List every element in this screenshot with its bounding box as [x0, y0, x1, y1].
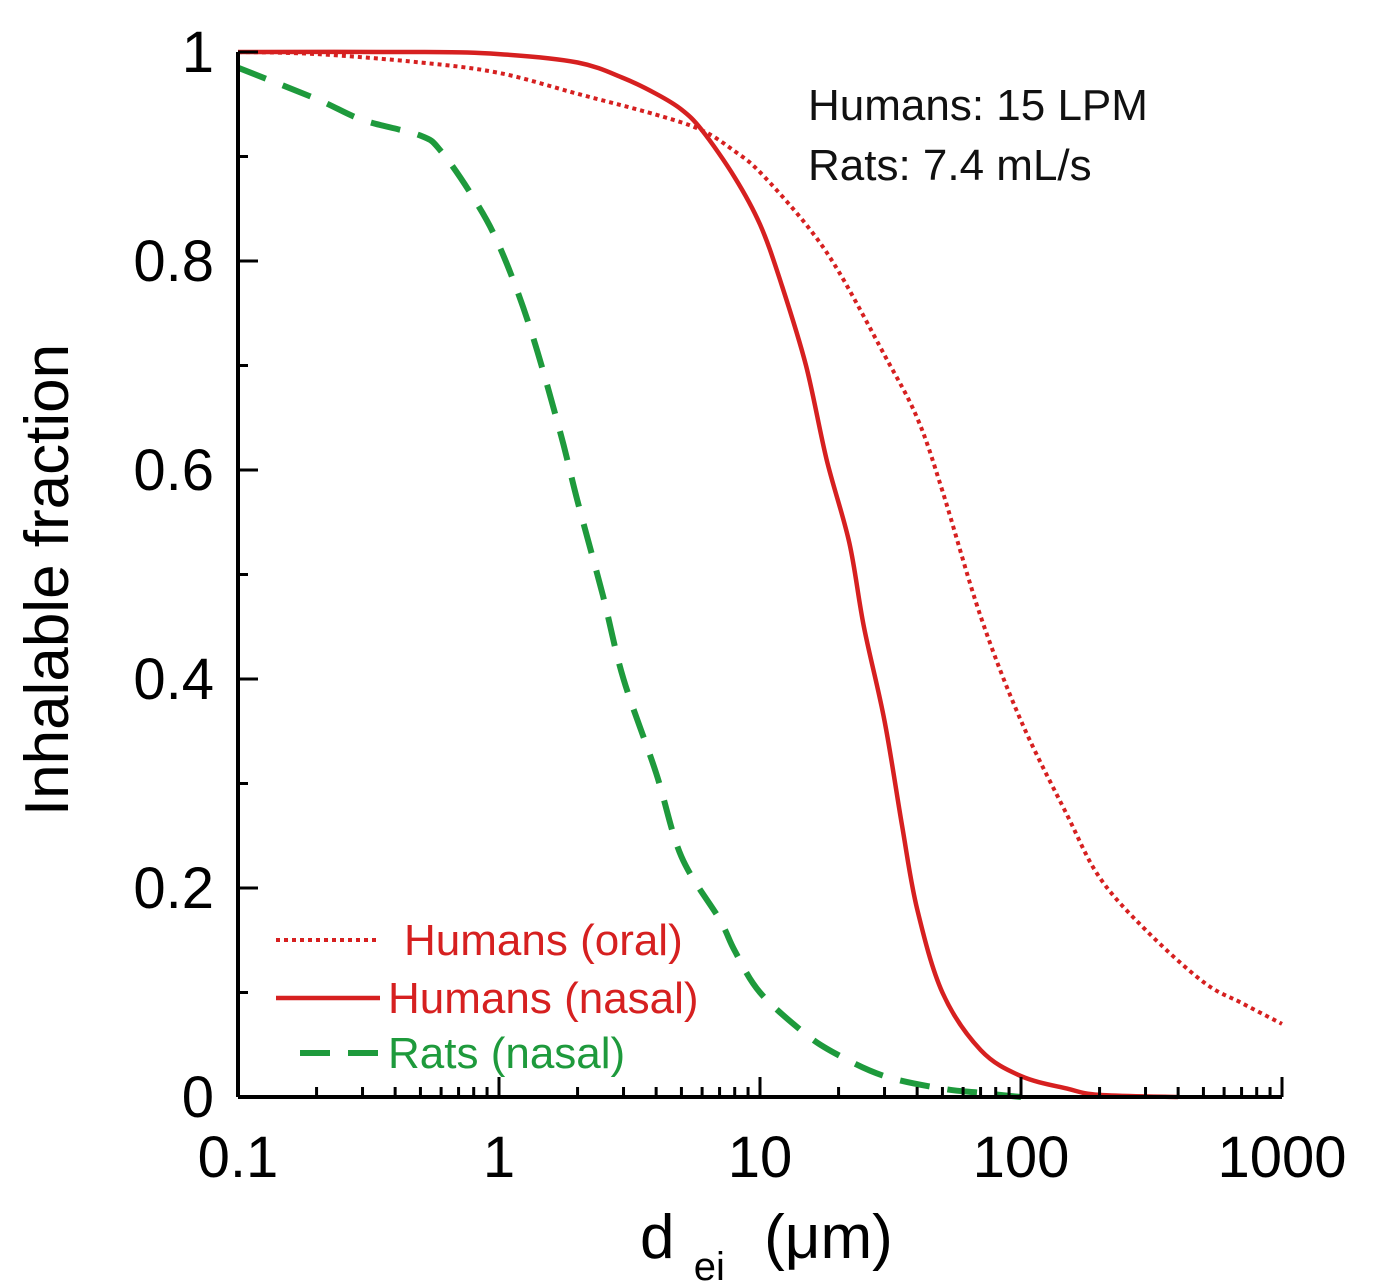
legend-label-rats-nasal: Rats (nasal) — [388, 1029, 625, 1078]
x-axis-title-main: d — [640, 1203, 674, 1272]
legend-item-rats-nasal: Rats (nasal) — [300, 1029, 625, 1078]
legend: Humans (oral) Humans (nasal) Rats (nasal… — [276, 916, 699, 1078]
x-axis-title-unit: (μm) — [764, 1203, 893, 1272]
x-tick-label: 100 — [973, 1125, 1070, 1190]
x-tick-label: 10 — [728, 1125, 793, 1190]
legend-item-humans-nasal: Humans (nasal) — [276, 974, 699, 1023]
annotation-rats-flow: Rats: 7.4 mL/s — [808, 141, 1092, 190]
x-tick-label: 0.1 — [198, 1125, 279, 1190]
labels-layer: 0.1 1 10 100 1000 0 0.2 0.4 0.6 0.8 1 — [133, 20, 1346, 1190]
x-axis-title-sub: ei — [694, 1245, 725, 1288]
x-tick-label: 1000 — [1217, 1125, 1346, 1190]
annotation-humans-flow: Humans: 15 LPM — [808, 81, 1148, 130]
axes-layer — [236, 50, 1284, 1099]
series-layer — [236, 49, 1283, 1100]
y-axis-title: Inhalable fraction — [13, 344, 82, 816]
x-axis-title: d ei (μm) — [640, 1203, 893, 1288]
y-tick-label: 0.8 — [133, 229, 214, 294]
legend-label-humans-nasal: Humans (nasal) — [388, 974, 699, 1023]
y-tick-label: 0.4 — [133, 647, 214, 712]
y-tick-label: 1 — [182, 20, 214, 85]
series-line-rats-nasal — [236, 64, 1022, 1100]
series-line-humans-oral — [237, 50, 1283, 1026]
series-line-humans-nasal — [237, 49, 1179, 1100]
y-tick-label: 0.6 — [133, 438, 214, 503]
y-tick-label: 0.2 — [133, 856, 214, 921]
y-tick-label: 0 — [182, 1065, 214, 1130]
legend-label-humans-oral: Humans (oral) — [404, 916, 683, 965]
legend-item-humans-oral: Humans (oral) — [276, 916, 683, 965]
x-tick-label: 1 — [483, 1125, 515, 1190]
